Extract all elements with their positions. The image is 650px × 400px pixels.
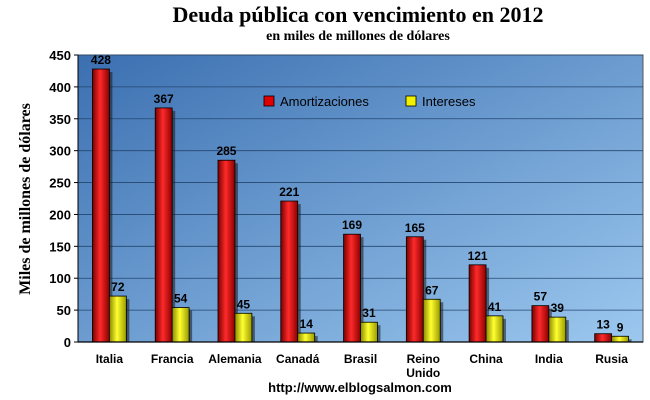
bar-amortizaciones (343, 233, 361, 343)
source-url: http://www.elblogsalmon.com (268, 380, 452, 395)
data-label-amortizaciones: 367 (154, 92, 174, 106)
bar-shadow (486, 267, 490, 342)
bar-amortizaciones (92, 68, 110, 343)
x-tick-label: Francia (151, 352, 194, 366)
data-label-amortizaciones: 428 (91, 53, 111, 67)
x-tick-label: India (535, 352, 563, 366)
y-tick-label: 200 (49, 207, 71, 222)
y-tick-label: 400 (49, 80, 71, 95)
bar-intereses (297, 332, 316, 343)
bar-shadow (314, 336, 318, 342)
legend: Amortizaciones Intereses (263, 94, 476, 109)
bar-shadow (126, 299, 130, 342)
legend-label-intereses: Intereses (422, 94, 476, 109)
data-label-amortizaciones: 221 (279, 185, 299, 199)
x-tick-label: Unido (406, 366, 440, 380)
bar-amortizaciones (217, 159, 236, 343)
bar-shadow (189, 310, 193, 342)
bar-shadow (628, 339, 632, 342)
chart-title: Deuda pública con vencimiento en 2012 (173, 2, 544, 27)
bar-shadow (109, 72, 113, 342)
data-label-amortizaciones: 165 (405, 221, 425, 235)
bar-intereses (611, 335, 629, 343)
x-tick-label: Brasil (344, 352, 377, 366)
bar-intereses (171, 307, 190, 343)
data-label-intereses: 14 (300, 317, 314, 331)
bar-amortizaciones (531, 305, 550, 343)
bar-shadow (503, 318, 507, 342)
bar-intereses (108, 295, 127, 343)
legend-swatch-amortizaciones (263, 95, 275, 107)
bar-shadow (423, 239, 427, 342)
data-label-amortizaciones: 285 (216, 144, 236, 158)
y-tick-label: 350 (49, 112, 71, 127)
y-tick-label: 300 (49, 144, 71, 159)
x-tick-label: Reino (407, 352, 440, 366)
y-tick-label: 0 (64, 335, 71, 350)
bar-shadow (251, 316, 255, 342)
x-tick-label: China (469, 352, 503, 366)
y-tick-label: 250 (49, 176, 71, 191)
data-label-intereses: 31 (362, 306, 376, 320)
x-tick-label: Italia (96, 352, 124, 366)
y-axis-label: Miles de millones de dólares (17, 103, 34, 295)
bar-shadow (360, 237, 364, 342)
bar-shadow (172, 110, 176, 343)
data-label-intereses: 54 (174, 292, 188, 306)
bar-amortizaciones (468, 264, 487, 343)
y-tick-label: 450 (49, 48, 71, 63)
data-label-intereses: 72 (111, 280, 125, 294)
bars (92, 68, 632, 343)
bar-shadow (440, 302, 444, 342)
y-tick-label: 100 (49, 271, 71, 286)
bar-amortizaciones (154, 107, 173, 343)
y-tick-label: 150 (49, 239, 71, 254)
data-label-intereses: 41 (488, 300, 502, 314)
bar-intereses (360, 321, 378, 343)
legend-swatch-intereses (405, 95, 417, 107)
bar-amortizaciones (280, 200, 299, 343)
data-label-intereses: 9 (617, 320, 624, 334)
bar-intereses (234, 312, 253, 343)
bar-shadow (565, 320, 569, 342)
axes: 0 50 100 150 200 250 300 350 400 450 Italia Francia… (49, 48, 643, 380)
bar-intereses (485, 315, 504, 343)
bar-shadow (234, 163, 238, 342)
x-tick-label: Rusia (595, 352, 628, 366)
y-tick-label: 50 (57, 303, 71, 318)
data-label-amortizaciones: 57 (534, 290, 548, 304)
bar-shadow (377, 325, 381, 342)
bar-intereses (422, 298, 441, 343)
data-label-amortizaciones: 169 (342, 218, 362, 232)
data-label-amortizaciones: 121 (468, 249, 488, 263)
x-tick-label: Alemania (208, 352, 262, 366)
bar-amortizaciones (405, 236, 424, 343)
data-label-intereses: 39 (551, 301, 565, 315)
data-label-intereses: 45 (237, 297, 251, 311)
data-label-amortizaciones: 13 (596, 318, 610, 332)
chart-subtitle: en miles de millones de dólares (266, 29, 450, 44)
bar-shadow (297, 204, 301, 342)
bar-amortizaciones (594, 333, 613, 343)
x-tick-label: Canadá (276, 352, 320, 366)
data-label-intereses: 67 (425, 283, 439, 297)
legend-label-amortizaciones: Amortizaciones (280, 94, 369, 109)
bar-intereses (548, 316, 567, 343)
